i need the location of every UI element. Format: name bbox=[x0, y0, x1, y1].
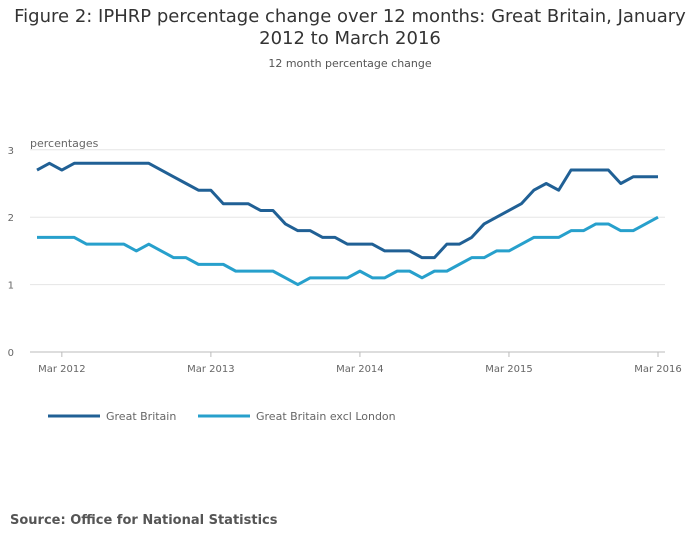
chart-subtitle: 12 month percentage change bbox=[268, 57, 432, 70]
legend-label: Great Britain excl London bbox=[256, 410, 396, 423]
y-tick-label: 2 bbox=[8, 213, 14, 224]
y-axis-label: percentages bbox=[30, 137, 99, 150]
y-tick-label: 1 bbox=[8, 281, 14, 292]
series-line-gb-excl-london bbox=[37, 215, 659, 287]
series-line-great-britain bbox=[36, 161, 658, 260]
x-tick-label: Mar 2015 bbox=[485, 364, 533, 375]
x-tick-label: Mar 2012 bbox=[38, 364, 86, 375]
source-note: Source: Office for National Statistics bbox=[10, 513, 278, 528]
y-tick-label: 3 bbox=[8, 146, 14, 157]
x-tick-label: Mar 2013 bbox=[187, 364, 235, 375]
x-tick-label: Mar 2016 bbox=[634, 364, 682, 375]
chart-title: Figure 2: IPHRP percentage change over 1… bbox=[14, 6, 686, 49]
x-tick-label: Mar 2014 bbox=[336, 364, 384, 375]
y-tick-label: 0 bbox=[8, 348, 14, 359]
legend-label: Great Britain bbox=[106, 410, 176, 423]
